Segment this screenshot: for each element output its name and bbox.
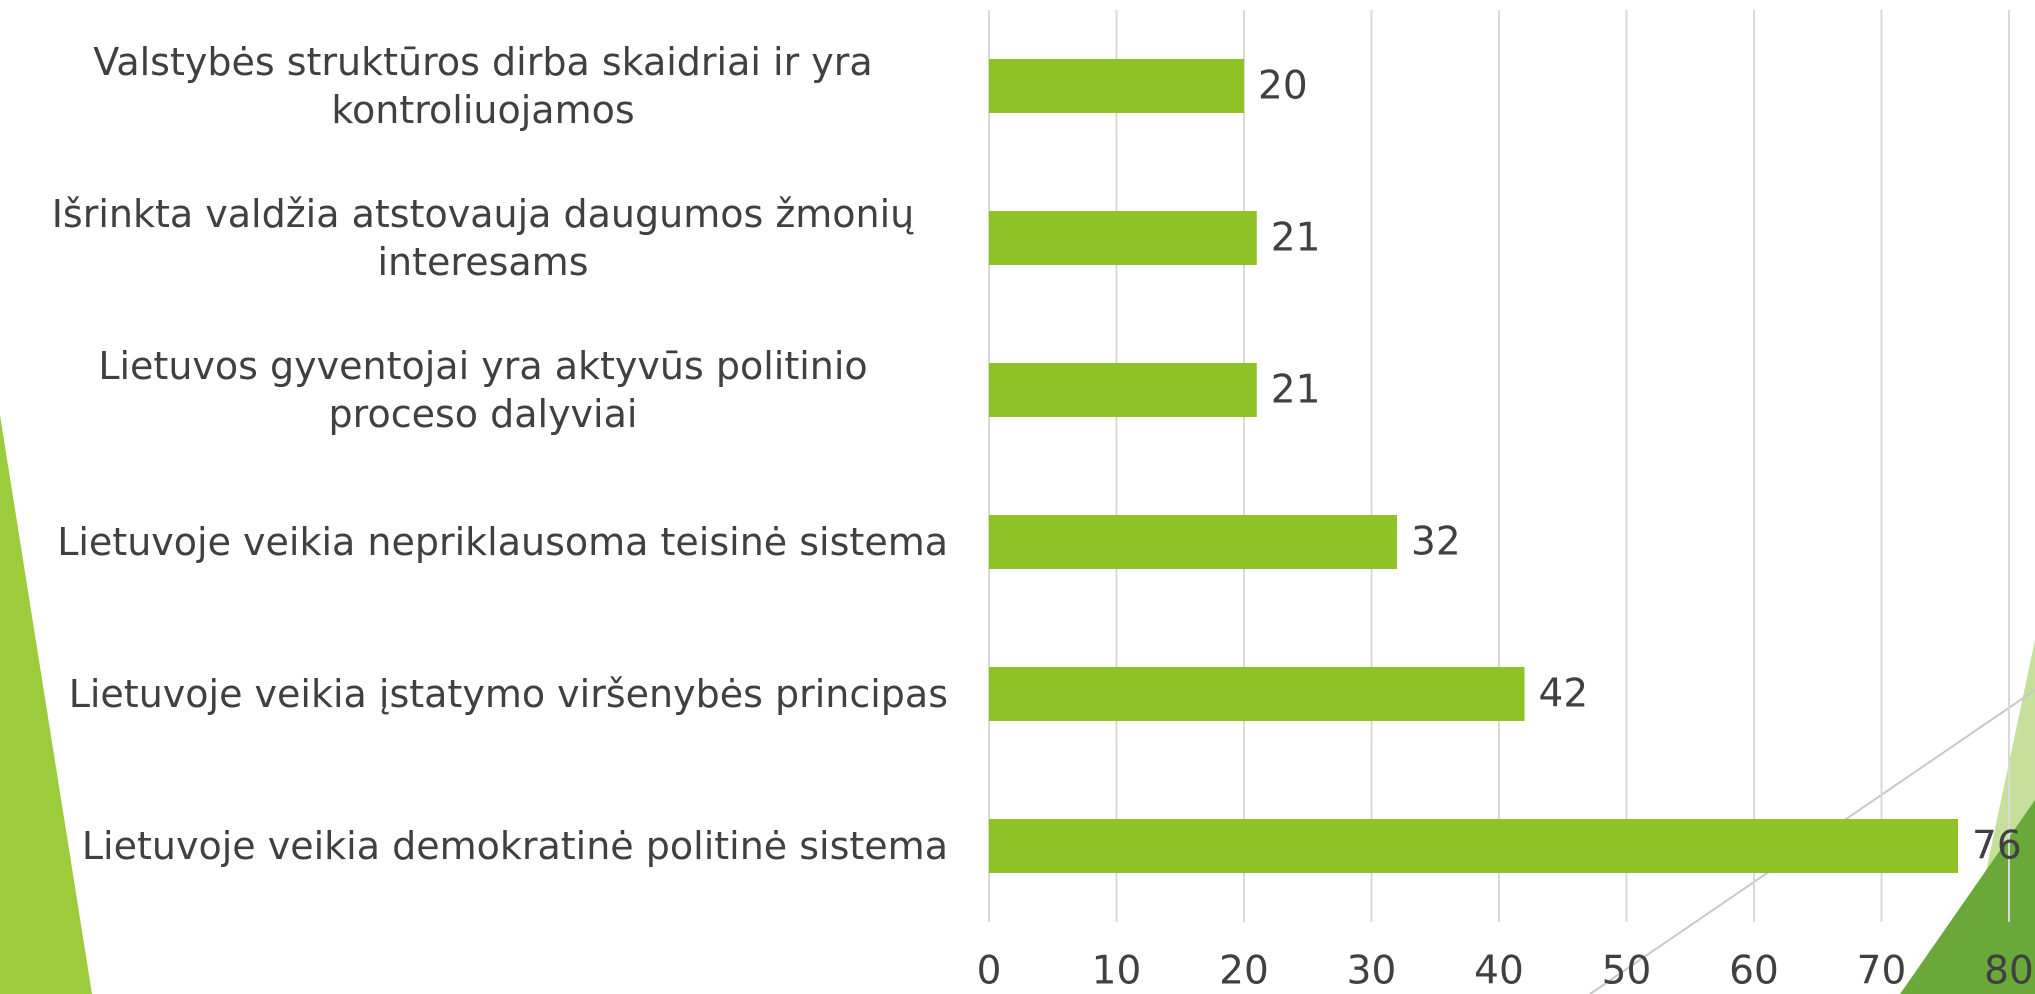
x-tick-label: 70 [1857, 949, 1907, 994]
category-label: Lietuvoje veikia nepriklausoma teisinė s… [57, 520, 948, 564]
category-label: Lietuvoje veikia įstatymo viršenybės pri… [68, 672, 948, 716]
x-tick-label: 10 [1092, 949, 1142, 994]
value-label: 20 [1258, 64, 1308, 109]
category-label: Išrinkta valdžia atstovauja daugumos žmo… [51, 192, 915, 284]
x-tick-label: 60 [1729, 949, 1779, 994]
value-label: 32 [1411, 520, 1461, 565]
value-label: 76 [1972, 824, 2022, 869]
value-label: 42 [1539, 672, 1589, 717]
bar [989, 819, 1958, 873]
category-label: Lietuvos gyventojai yra aktyvūs politini… [98, 344, 868, 436]
value-label: 21 [1271, 368, 1321, 413]
bar [989, 363, 1257, 417]
decoration [1900, 800, 2035, 994]
x-tick-label: 80 [1984, 949, 2034, 994]
decoration [0, 415, 92, 994]
x-tick-label: 20 [1219, 949, 1269, 994]
x-tick-label: 50 [1602, 949, 1652, 994]
x-tick-label: 0 [977, 949, 1002, 994]
category-label: Valstybės struktūros dirba skaidriai ir … [93, 40, 873, 132]
bars [989, 59, 1958, 873]
category-label: Lietuvoje veikia demokratinė politinė si… [81, 824, 948, 868]
value-label: 21 [1271, 216, 1321, 261]
x-tick-label: 30 [1347, 949, 1397, 994]
x-tick-label: 40 [1474, 949, 1524, 994]
bar [989, 211, 1257, 265]
bar [989, 667, 1525, 721]
bar [989, 59, 1244, 113]
bar [989, 515, 1397, 569]
grid [988, 10, 2010, 922]
